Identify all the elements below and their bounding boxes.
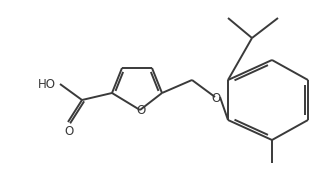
Text: O: O bbox=[212, 91, 221, 105]
Text: O: O bbox=[136, 105, 146, 118]
Text: O: O bbox=[64, 125, 73, 138]
Text: HO: HO bbox=[38, 78, 56, 91]
